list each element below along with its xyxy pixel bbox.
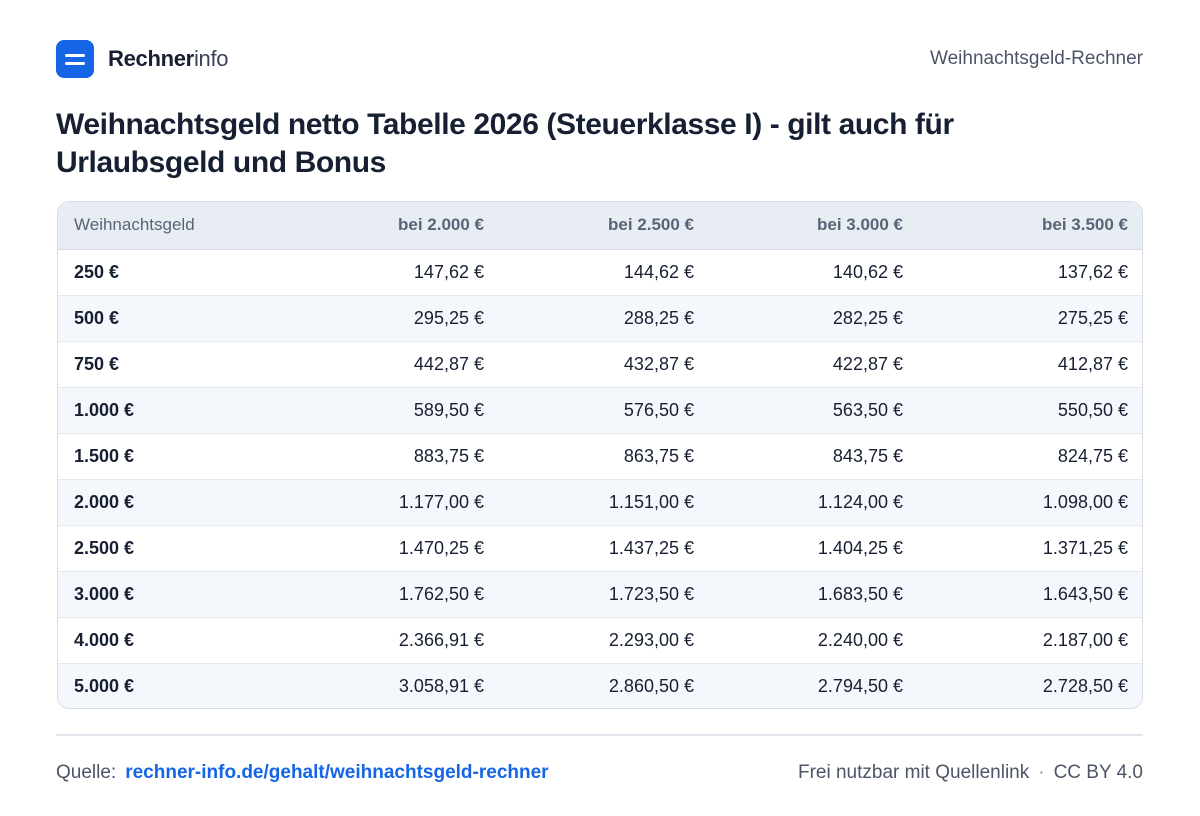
table-cell: 2.860,50 €	[608, 675, 694, 696]
table-row: 2.500 €1.470,25 €1.437,25 €1.404,25 €1.3…	[58, 525, 1142, 572]
source-link[interactable]: rechner-info.de/gehalt/weihnachtsgeld-re…	[125, 762, 549, 783]
page-header: Rechner info Weihnachtsgeld-Rechner	[56, 40, 1143, 78]
row-bonus-amount: 5.000 €	[74, 675, 135, 696]
table-cell: 295,25 €	[291, 295, 500, 342]
table-cell: 422,87 €	[710, 341, 919, 388]
table-cell: 1.177,00 €	[291, 479, 500, 526]
table-cell: 1.643,50 €	[919, 571, 1142, 618]
table-cell: 563,50 €	[710, 387, 919, 434]
table-cell: 1.124,00 €	[710, 479, 919, 526]
table-cell: 1.437,25 €	[500, 525, 710, 572]
row-bonus-amount: 1.500 €	[58, 433, 291, 480]
table-body: 250 €147,62 €144,62 €140,62 €137,62 €500…	[58, 249, 1142, 708]
license-name: CC BY 4.0	[1053, 762, 1143, 783]
table-cell: 883,75 €	[291, 433, 500, 480]
table-cell: 2.794,50 €	[817, 675, 903, 696]
table-cell: 140,62 €	[710, 249, 919, 296]
brand-name: Rechner info	[108, 46, 229, 72]
table-row: 1.500 €883,75 €863,75 €843,75 €824,75 €	[58, 433, 1142, 480]
table-cell: 1.098,00 €	[919, 479, 1142, 526]
table-cell: 2.187,00 €	[919, 617, 1142, 664]
table-header-cell: bei 2.000 €	[291, 202, 500, 250]
table-header-cell: Weihnachtsgeld	[58, 202, 291, 250]
table-cell: 2.240,00 €	[710, 617, 919, 664]
row-bonus-amount: 250 €	[58, 249, 291, 296]
table-row: 250 €147,62 €144,62 €140,62 €137,62 €	[58, 249, 1142, 296]
source-attribution: Quelle: rechner-info.de/gehalt/weihnacht…	[56, 762, 549, 784]
header-calculator-label: Weihnachtsgeld-Rechner	[930, 48, 1143, 69]
table-row: 2.000 €1.177,00 €1.151,00 €1.124,00 €1.0…	[58, 479, 1142, 526]
table-cell: 576,50 €	[500, 387, 710, 434]
table-row: 5.000 € 3.058,91 € 2.860,50 € 2.794,50 € 2.7…	[58, 663, 1142, 708]
table-cell: 137,62 €	[919, 249, 1142, 296]
table-header-cell: bei 3.000 €	[710, 202, 919, 250]
table-cell: 442,87 €	[291, 341, 500, 388]
table-cell: 1.683,50 €	[710, 571, 919, 618]
table-cell: 282,25 €	[710, 295, 919, 342]
table-header-row: Weihnachtsgeld bei 2.000 € bei 2.500 € b…	[58, 202, 1142, 250]
table-row: 4.000 €2.366,91 €2.293,00 €2.240,00 €2.1…	[58, 617, 1142, 664]
table-cell: 1.762,50 €	[291, 571, 500, 618]
row-bonus-amount: 3.000 €	[58, 571, 291, 618]
table-row: 1.000 €589,50 €576,50 €563,50 €550,50 €	[58, 387, 1142, 434]
license-text: Frei nutzbar mit Quellenlink	[797, 762, 1030, 783]
table-cell: 2.728,50 €	[1042, 675, 1128, 696]
table-row: 750 €442,87 €432,87 €422,87 €412,87 €	[58, 341, 1142, 388]
table-cell: 432,87 €	[500, 341, 710, 388]
brand-name-light: info	[193, 46, 229, 71]
row-bonus-amount: 500 €	[58, 295, 291, 342]
brand-name-bold: Rechner	[108, 46, 194, 71]
row-bonus-amount: 2.500 €	[58, 525, 291, 572]
footer-divider	[56, 734, 1143, 736]
brand-logo[interactable]: Rechner info	[56, 40, 229, 78]
table-cell: 1.371,25 €	[919, 525, 1142, 572]
table-cell: 275,25 €	[919, 295, 1142, 342]
page-footer: Quelle: rechner-info.de/gehalt/weihnacht…	[56, 760, 1143, 786]
table-header-cell: bei 2.500 €	[500, 202, 710, 250]
menu-lines-icon	[56, 40, 94, 78]
table-cell: 3.058,91 €	[398, 675, 484, 696]
table-cell: 1.723,50 €	[500, 571, 710, 618]
row-bonus-amount: 4.000 €	[58, 617, 291, 664]
table-cell: 843,75 €	[710, 433, 919, 480]
page-title: Weihnachtsgeld netto Tabelle 2026 (Steue…	[56, 108, 954, 179]
table-cell: 1.404,25 €	[710, 525, 919, 572]
table-row: 500 €295,25 €288,25 €282,25 €275,25 €	[58, 295, 1142, 342]
table-cell: 550,50 €	[919, 387, 1142, 434]
table-cell: 412,87 €	[919, 341, 1142, 388]
table-cell: 1.151,00 €	[500, 479, 710, 526]
license-info: Frei nutzbar mit Quellenlink · CC BY 4.0	[798, 762, 1143, 784]
table-cell: 2.293,00 €	[500, 617, 710, 664]
table-cell: 1.470,25 €	[291, 525, 500, 572]
table-cell: 288,25 €	[500, 295, 710, 342]
row-bonus-amount: 1.000 €	[58, 387, 291, 434]
table-cell: 824,75 €	[919, 433, 1142, 480]
table-cell: 147,62 €	[291, 249, 500, 296]
table-cell: 863,75 €	[500, 433, 710, 480]
table-row: 3.000 €1.762,50 €1.723,50 €1.683,50 €1.6…	[58, 571, 1142, 618]
table-cell: 2.366,91 €	[291, 617, 500, 664]
table-header-cell: bei 3.500 €	[919, 202, 1142, 250]
row-bonus-amount: 2.000 €	[58, 479, 291, 526]
license-separator: ·	[1038, 762, 1045, 783]
source-label: Quelle:	[56, 762, 117, 783]
net-bonus-table: Weihnachtsgeld bei 2.000 € bei 2.500 € b…	[57, 201, 1143, 709]
row-bonus-amount: 750 €	[58, 341, 291, 388]
table-cell: 589,50 €	[291, 387, 500, 434]
table-cell: 144,62 €	[500, 249, 710, 296]
